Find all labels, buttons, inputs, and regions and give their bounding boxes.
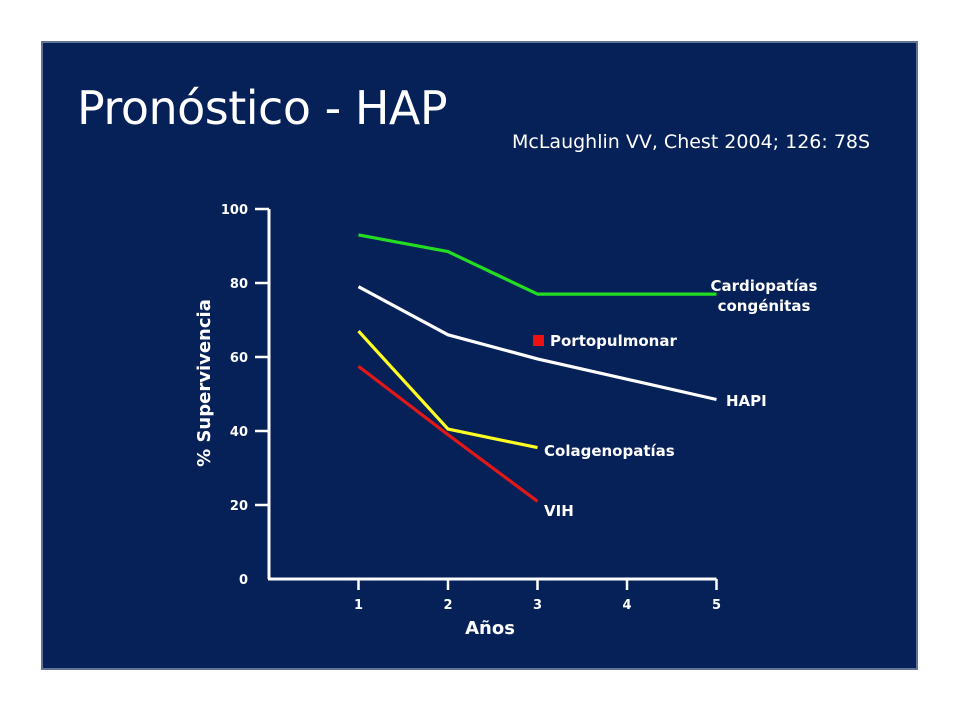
cardiopatias-line [358,233,717,296]
y-tick-label: 40 [230,425,248,440]
x-tick-label: 2 [443,598,452,613]
x-tick-label: 1 [354,598,363,613]
y-tick-label: 60 [230,351,248,366]
label-cardiopatias: congénitas [718,297,811,315]
y-tick-label: 0 [239,573,248,588]
label-portopulmonar: Portopulmonar [550,332,677,350]
vih-line [357,365,539,503]
colagenopatias-line [357,330,538,450]
label-vih: VIH [544,502,574,520]
y-tick-label: 100 [221,203,248,218]
label-colagenopatias: Colagenopatías [544,442,675,460]
x-tick-label: 5 [712,598,721,613]
label-hapi: HAPI [726,392,767,410]
y-axis-title: % Supervivencia [194,299,215,467]
y-tick-label: 80 [230,277,248,292]
x-tick-label: 4 [622,598,631,613]
slide-title: Pronóstico - HAP [77,81,448,135]
y-tick-label: 20 [230,499,248,514]
x-tick-label: 3 [533,598,542,613]
citation: McLaughlin VV, Chest 2004; 126: 78S [512,131,871,153]
hapi-line [357,285,717,402]
portopulmonar-marker [533,335,544,346]
x-axis-title: Años [465,618,515,639]
label-cardiopatias: Cardiopatías [711,277,818,295]
slide: Pronóstico - HAP McLaughlin VV, Chest 20… [41,41,918,670]
